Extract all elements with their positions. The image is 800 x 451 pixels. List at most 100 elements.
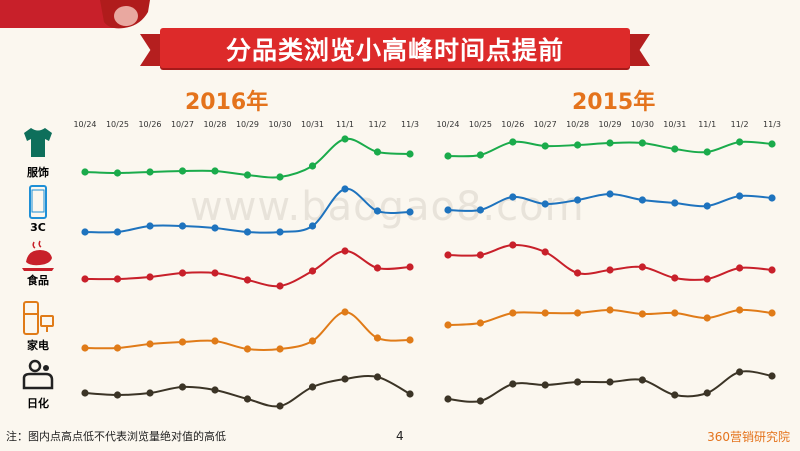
- data-point: [606, 190, 614, 198]
- data-point: [574, 196, 582, 204]
- x-tick-label: 10/29: [236, 120, 259, 129]
- data-point: [308, 383, 317, 391]
- data-point: [606, 266, 614, 274]
- series-line: [84, 187, 411, 234]
- data-point: [146, 389, 154, 397]
- data-point: [178, 167, 187, 175]
- data-point: [341, 247, 349, 255]
- data-point: [509, 241, 517, 249]
- data-point: [243, 395, 252, 403]
- data-point: [341, 185, 349, 193]
- category-label-appliance: 家电: [27, 339, 49, 352]
- data-point: [638, 196, 647, 204]
- watermark: www.baogao8.com: [190, 184, 585, 230]
- data-point: [606, 139, 614, 147]
- data-point: [444, 206, 452, 214]
- data-point: [606, 378, 614, 386]
- data-point: [178, 338, 187, 346]
- category-label-toiletries: 日化: [27, 397, 49, 410]
- data-point: [276, 228, 284, 236]
- data-point: [243, 276, 252, 284]
- data-point: [509, 309, 517, 317]
- data-point: [703, 202, 711, 210]
- data-point: [671, 309, 679, 317]
- x-tick-label: 10/25: [469, 120, 492, 129]
- data-point: [541, 381, 549, 389]
- data-point: [146, 340, 154, 348]
- x-tick-label: 11/2: [731, 120, 749, 129]
- data-point: [671, 391, 679, 399]
- data-point: [509, 138, 517, 146]
- category-label-3c: 3C: [30, 221, 46, 234]
- data-point: [671, 274, 679, 282]
- data-point: [509, 193, 517, 201]
- x-tick-label: 10/31: [663, 120, 686, 129]
- data-point: [541, 200, 549, 208]
- data-point: [341, 135, 349, 143]
- data-point: [243, 345, 252, 353]
- data-point: [373, 373, 382, 381]
- brand-label: 360营销研究院: [707, 430, 790, 444]
- data-point: [243, 171, 252, 179]
- data-point: [476, 319, 484, 327]
- data-point: [736, 192, 744, 200]
- data-point: [541, 309, 549, 317]
- data-point: [768, 194, 776, 202]
- x-tick-label: 11/2: [369, 120, 387, 129]
- data-point: [113, 391, 122, 399]
- x-tick-label: 10/26: [501, 120, 524, 129]
- data-point: [736, 306, 744, 314]
- data-point: [736, 368, 744, 376]
- data-point: [703, 148, 711, 156]
- data-point: [444, 321, 452, 329]
- data-point: [406, 336, 414, 344]
- data-point: [211, 167, 219, 175]
- data-point: [703, 275, 711, 283]
- data-point: [406, 208, 414, 216]
- data-point: [81, 275, 89, 283]
- data-point: [308, 267, 317, 275]
- data-point: [638, 263, 647, 271]
- data-point: [81, 168, 89, 176]
- data-point: [736, 138, 744, 146]
- x-tick-label: 10/25: [106, 120, 129, 129]
- x-tick-label: 10/30: [631, 120, 654, 129]
- series-line: [84, 310, 411, 351]
- data-point: [703, 314, 711, 322]
- data-point: [113, 228, 122, 236]
- data-point: [341, 308, 349, 316]
- chart-title-2016: 2016年: [185, 90, 269, 115]
- data-point: [276, 402, 284, 410]
- data-point: [373, 264, 382, 272]
- phone-icon: [29, 185, 47, 219]
- data-point: [406, 263, 414, 271]
- data-point: [243, 228, 252, 236]
- data-point: [541, 142, 549, 150]
- data-point: [476, 206, 484, 214]
- data-point: [373, 148, 382, 156]
- toiletries-icon: [22, 359, 54, 390]
- data-point: [81, 344, 89, 352]
- data-point: [736, 264, 744, 272]
- x-tick-label: 10/30: [268, 120, 291, 129]
- x-tick-label: 10/26: [138, 120, 161, 129]
- data-point: [113, 169, 122, 177]
- data-point: [113, 344, 122, 352]
- data-point: [476, 397, 484, 405]
- data-point: [638, 139, 647, 147]
- footnote: 注：图内点高点低不代表浏览量绝对值的高低: [6, 430, 226, 443]
- data-point: [178, 222, 187, 230]
- data-point: [768, 140, 776, 148]
- data-point: [671, 145, 679, 153]
- data-point: [308, 222, 317, 230]
- data-point: [768, 309, 776, 317]
- data-point: [476, 151, 484, 159]
- data-point: [211, 386, 219, 394]
- data-point: [768, 266, 776, 274]
- series-line: [447, 243, 773, 281]
- data-point: [574, 141, 582, 149]
- data-point: [671, 199, 679, 207]
- appliance-icon: [23, 301, 54, 335]
- x-tick-label: 10/28: [566, 120, 589, 129]
- category-label-apparel: 服饰: [27, 166, 49, 179]
